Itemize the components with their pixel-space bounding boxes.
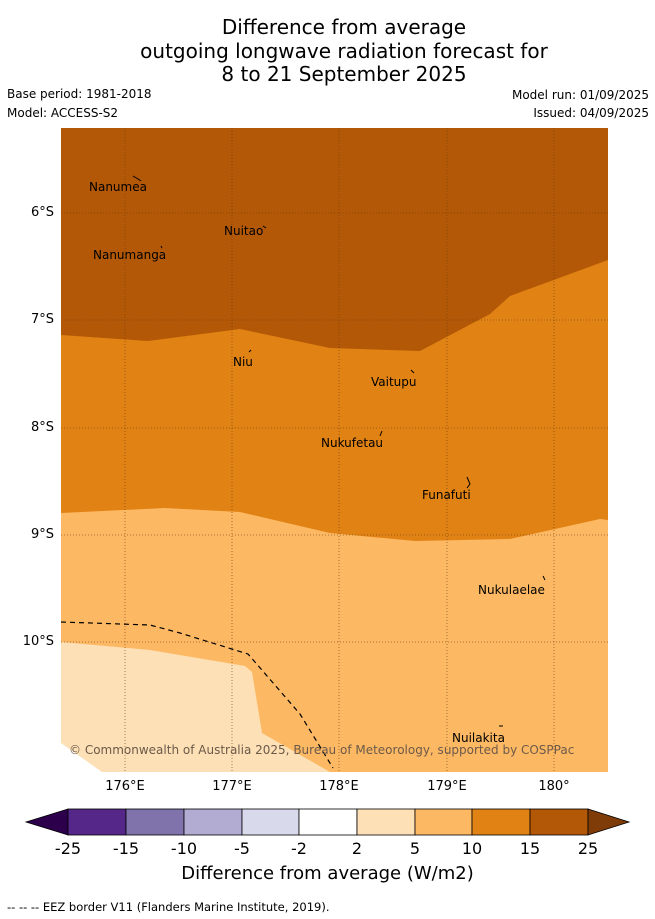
colorbar-seg-neg25-neg15 — [67, 808, 127, 836]
colorbar-tick: 5 — [409, 839, 421, 858]
colorbar-extend-high — [587, 808, 631, 836]
colorbar-seg-neg2-2 — [298, 808, 358, 836]
colorbar-seg-15-25 — [529, 808, 589, 836]
island-nanumea — [132, 175, 142, 182]
lat-label-10s: 10°S — [22, 634, 54, 649]
band-25-region — [61, 128, 608, 351]
place-nuilakita: Nuilakita — [452, 731, 505, 745]
map-plot-area: Nanumea Nuitao Nanumanga Niu Vaitupu Nuk… — [61, 128, 608, 772]
model-run: Model run: 01/09/2025 — [511, 88, 649, 102]
band-2-region — [61, 743, 102, 772]
eez-border — [61, 621, 334, 769]
colorbar-tick: -10 — [170, 839, 198, 858]
place-funafuti: Funafuti — [422, 488, 471, 502]
colorbar-tick: 2 — [351, 839, 363, 858]
colorbar-tick: 10 — [461, 839, 483, 858]
colorbar-seg-neg5-neg2 — [241, 808, 300, 836]
map-title: Difference from average outgoing longwav… — [0, 15, 655, 87]
lon-label-178e: 178°E — [319, 779, 359, 794]
lon-label-176e: 176°E — [105, 779, 145, 794]
place-nuitao: Nuitao — [224, 224, 263, 238]
place-nukulaelae: Nukulaelae — [478, 583, 545, 597]
place-nanumanga: Nanumanga — [93, 248, 166, 262]
title-line-3: 8 to 21 September 2025 — [221, 62, 467, 86]
lat-label-9s: 9°S — [30, 527, 54, 542]
islands — [132, 175, 546, 727]
colorbar-seg-5-10 — [414, 808, 473, 836]
issued-date: Issued: 04/09/2025 — [533, 106, 649, 120]
island-nukufetau — [379, 430, 383, 437]
colorbar-tick: 15 — [519, 839, 541, 858]
lat-label-8s: 8°S — [30, 420, 54, 435]
place-niu: Niu — [233, 355, 253, 369]
colorbar-tick: -25 — [54, 839, 82, 858]
colorbar-tick: -2 — [291, 839, 307, 858]
colorbar-seg-neg10-neg5 — [183, 808, 243, 836]
lon-label-180: 180° — [538, 779, 570, 794]
graticule — [61, 128, 608, 772]
colorbar-label: Difference from average (W/m2) — [181, 863, 474, 884]
colorbar-tick: -5 — [234, 839, 250, 858]
island-niu — [248, 349, 252, 353]
copyright-notice: © Commonwealth of Australia 2025, Bureau… — [69, 743, 574, 757]
island-vaitupu — [410, 369, 415, 374]
place-nanumea: Nanumea — [89, 180, 147, 194]
model-name: Model: ACCESS-S2 — [7, 106, 119, 120]
lat-label-7s: 7°S — [30, 312, 54, 327]
colorbar-seg-10-15 — [471, 808, 531, 836]
title-line-1: Difference from average — [221, 15, 467, 39]
lon-label-177e: 177°E — [212, 779, 252, 794]
colorbar-seg-2-5 — [356, 808, 416, 836]
colorbar — [24, 808, 631, 836]
band-5-region — [61, 642, 330, 772]
lat-label-6s: 6°S — [30, 205, 54, 220]
colorbar-tick: 25 — [577, 839, 599, 858]
colorbar-extend-low — [24, 808, 69, 836]
eez-footer-note: -- -- -- EEZ border V11 (Flanders Marine… — [7, 900, 330, 914]
place-vaitupu: Vaitupu — [371, 375, 417, 389]
island-nanumanga — [160, 245, 163, 249]
place-nukufetau: Nukufetau — [321, 436, 383, 450]
lon-label-179e: 179°E — [427, 779, 467, 794]
colorbar-tick: -15 — [112, 839, 140, 858]
title-line-2: outgoing longwave radiation forecast for — [140, 38, 548, 63]
island-nuitao — [262, 225, 267, 229]
colorbar-seg-neg15-neg10 — [125, 808, 185, 836]
base-period: Base period: 1981-2018 — [7, 87, 152, 101]
island-funafuti — [466, 476, 471, 489]
island-nukulaelae — [542, 575, 546, 581]
